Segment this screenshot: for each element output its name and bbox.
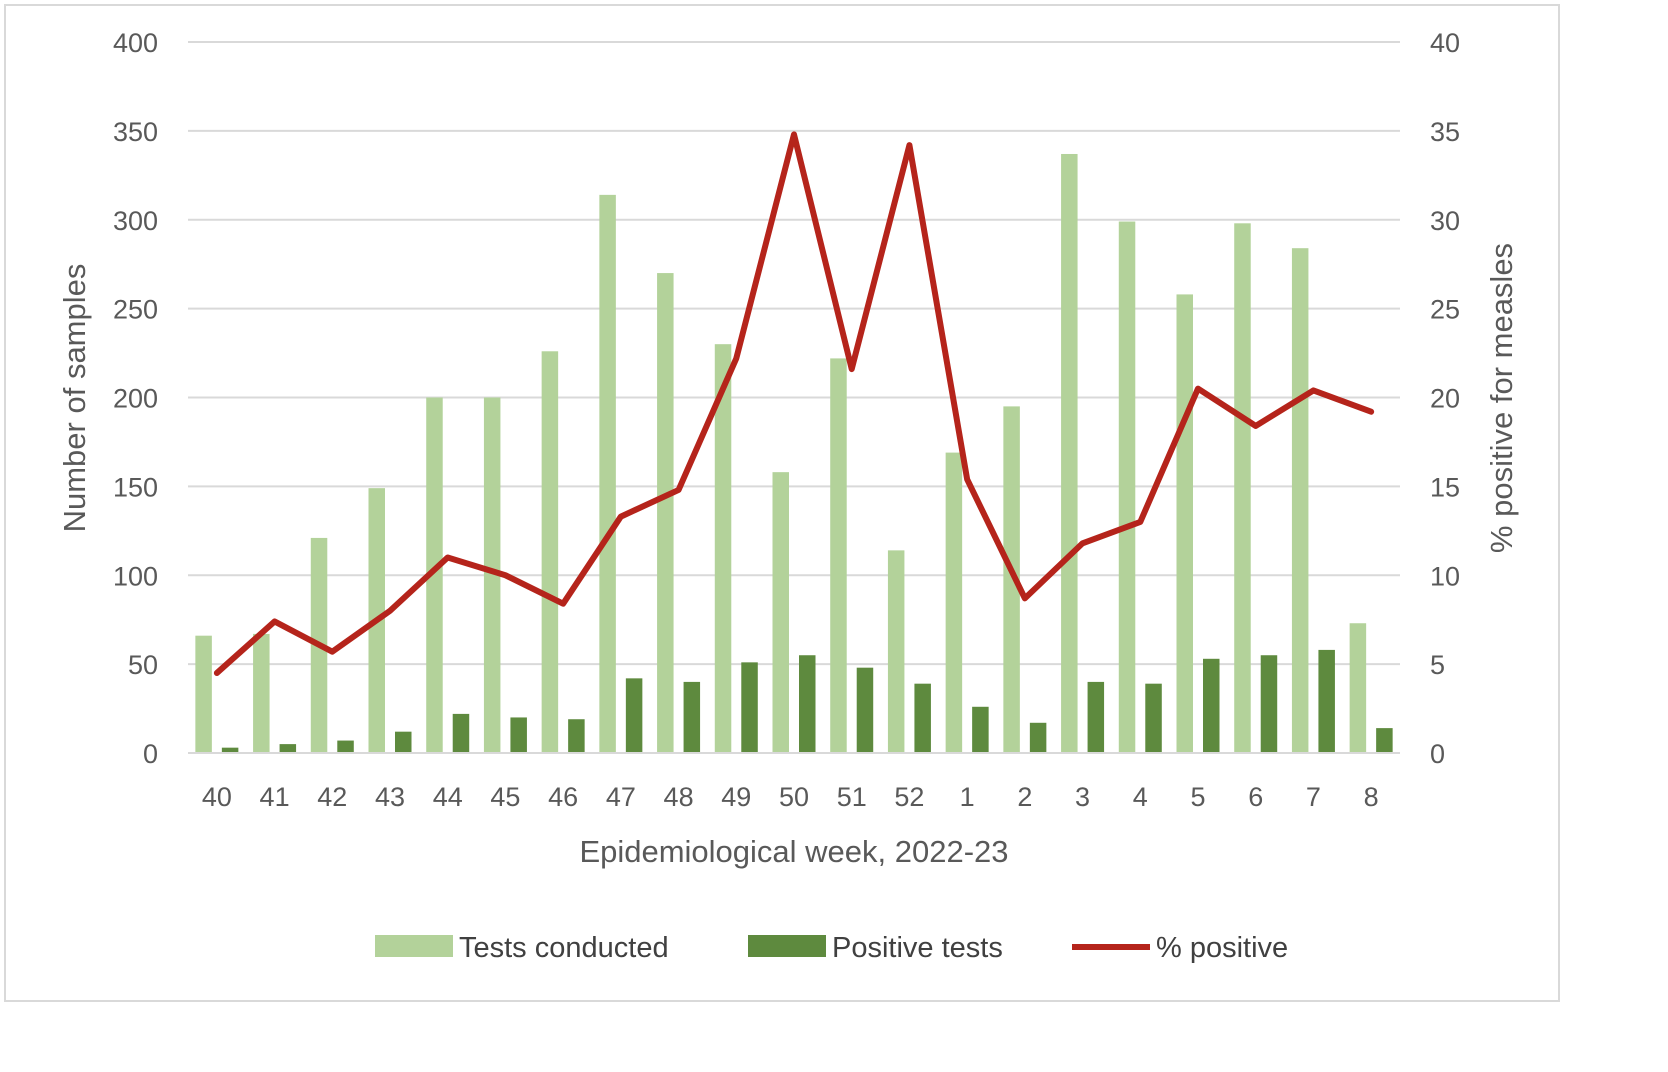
legend-label: % positive xyxy=(1156,932,1288,964)
x-tick-label: 47 xyxy=(606,782,636,812)
x-tick-label: 48 xyxy=(664,782,694,812)
x-tick-label: 45 xyxy=(490,782,520,812)
bar-tests-conducted xyxy=(541,351,559,753)
y-left-tick-label: 350 xyxy=(113,117,158,147)
y-left-tick-label: 0 xyxy=(143,739,158,769)
x-tick-label: 6 xyxy=(1248,782,1263,812)
x-tick-label: 42 xyxy=(317,782,347,812)
bar-positive-tests xyxy=(799,655,816,753)
y-right-tick-label: 5 xyxy=(1430,650,1445,680)
legend-swatch xyxy=(375,935,453,957)
bar-positive-tests xyxy=(395,731,412,753)
bar-positive-tests xyxy=(1145,683,1162,753)
y-axis-right-ticks: 0 5 10 15 20 25 30 35 40 xyxy=(1430,28,1460,769)
bar-tests-conducted xyxy=(1003,406,1020,753)
bar-tests-conducted xyxy=(1176,294,1193,753)
bar-positive-tests xyxy=(452,713,470,753)
bar-tests-conducted xyxy=(483,397,501,753)
x-tick-label: 43 xyxy=(375,782,405,812)
legend-swatch xyxy=(748,935,826,957)
y-right-tick-label: 15 xyxy=(1430,472,1460,502)
y-right-tick-label: 0 xyxy=(1430,739,1445,769)
y-left-tick-label: 50 xyxy=(128,650,158,680)
legend-label: Tests conducted xyxy=(459,932,669,964)
x-tick-label: 1 xyxy=(960,782,975,812)
bar-tests-conducted xyxy=(1118,221,1136,754)
y-axis-right-title: % positive for measles xyxy=(1484,243,1519,553)
x-tick-label: 46 xyxy=(548,782,578,812)
bar-tests-conducted xyxy=(1291,248,1309,753)
bar-tests-conducted xyxy=(772,472,789,753)
x-tick-label: 49 xyxy=(721,782,751,812)
x-tick-label: 50 xyxy=(779,782,809,812)
bar-positive-tests xyxy=(856,667,874,753)
bar-positive-tests xyxy=(1376,728,1393,753)
bar-positive-tests xyxy=(972,706,989,753)
x-tick-label: 4 xyxy=(1133,782,1148,812)
x-tick-label: 3 xyxy=(1075,782,1090,812)
line-percent-positive xyxy=(213,131,1375,677)
x-tick-label: 41 xyxy=(260,782,290,812)
bar-positive-tests xyxy=(568,719,585,753)
x-tick-label: 51 xyxy=(837,782,867,812)
y-right-tick-label: 20 xyxy=(1430,384,1460,414)
y-axis-left-title: Number of samples xyxy=(57,264,92,533)
y-left-tick-label: 250 xyxy=(113,295,158,325)
bar-tests-conducted xyxy=(426,397,443,753)
bar-tests-conducted xyxy=(657,273,674,753)
x-tick-label: 8 xyxy=(1364,782,1379,812)
bar-positive-tests xyxy=(625,678,643,753)
x-tick-label: 7 xyxy=(1306,782,1321,812)
percent-line xyxy=(213,131,1375,677)
bar-positive-tests xyxy=(510,717,527,753)
y-left-tick-label: 150 xyxy=(113,472,158,502)
bars xyxy=(195,153,1393,754)
x-tick-label: 52 xyxy=(894,782,924,812)
bar-positive-tests xyxy=(1029,722,1047,753)
y-left-tick-label: 200 xyxy=(113,384,158,414)
bar-positive-tests xyxy=(914,683,931,753)
bar-tests-conducted xyxy=(945,452,963,753)
bar-tests-conducted xyxy=(195,635,212,753)
y-axis-left-ticks: 0 50 100 150 200 250 300 350 400 xyxy=(113,28,158,769)
bar-tests-conducted xyxy=(1061,153,1078,754)
bar-tests-conducted xyxy=(1349,623,1367,753)
bar-positive-tests xyxy=(1087,681,1105,753)
bar-tests-conducted xyxy=(887,550,905,753)
x-axis-title: Epidemiological week, 2022-23 xyxy=(579,834,1008,869)
bar-tests-conducted xyxy=(599,194,616,754)
bar-positive-tests xyxy=(221,747,239,753)
bar-positive-tests xyxy=(1203,658,1220,753)
y-left-tick-label: 100 xyxy=(113,561,158,591)
bar-positive-tests xyxy=(1260,655,1278,753)
y-left-tick-label: 400 xyxy=(113,28,158,58)
bar-tests-conducted xyxy=(830,358,847,753)
legend-label: Positive tests xyxy=(832,932,1003,964)
y-right-tick-label: 35 xyxy=(1430,117,1460,147)
y-right-tick-label: 30 xyxy=(1430,206,1460,236)
x-tick-label: 2 xyxy=(1017,782,1032,812)
x-tick-label: 44 xyxy=(433,782,463,812)
bar-positive-tests xyxy=(741,662,758,753)
y-left-tick-label: 300 xyxy=(113,206,158,236)
bar-positive-tests xyxy=(337,740,354,753)
bar-tests-conducted xyxy=(714,344,732,753)
x-axis-ticks: 40 41 42 43 44 45 46 47 48 49 50 51 52 1 2 3 4 5 6 7 8 xyxy=(188,752,1400,812)
x-tick-label: 5 xyxy=(1190,782,1205,812)
x-tick-label: 40 xyxy=(202,782,232,812)
y-right-tick-label: 10 xyxy=(1430,561,1460,591)
bar-positive-tests xyxy=(683,681,701,753)
bar-positive-tests xyxy=(1318,649,1335,753)
y-right-tick-label: 25 xyxy=(1430,295,1460,325)
legend: Tests conducted Positive tests % positive xyxy=(375,932,1288,964)
bar-tests-conducted xyxy=(253,633,270,753)
y-right-tick-label: 40 xyxy=(1430,28,1460,58)
bar-positive-tests xyxy=(279,744,297,753)
bar-tests-conducted xyxy=(1234,223,1251,753)
